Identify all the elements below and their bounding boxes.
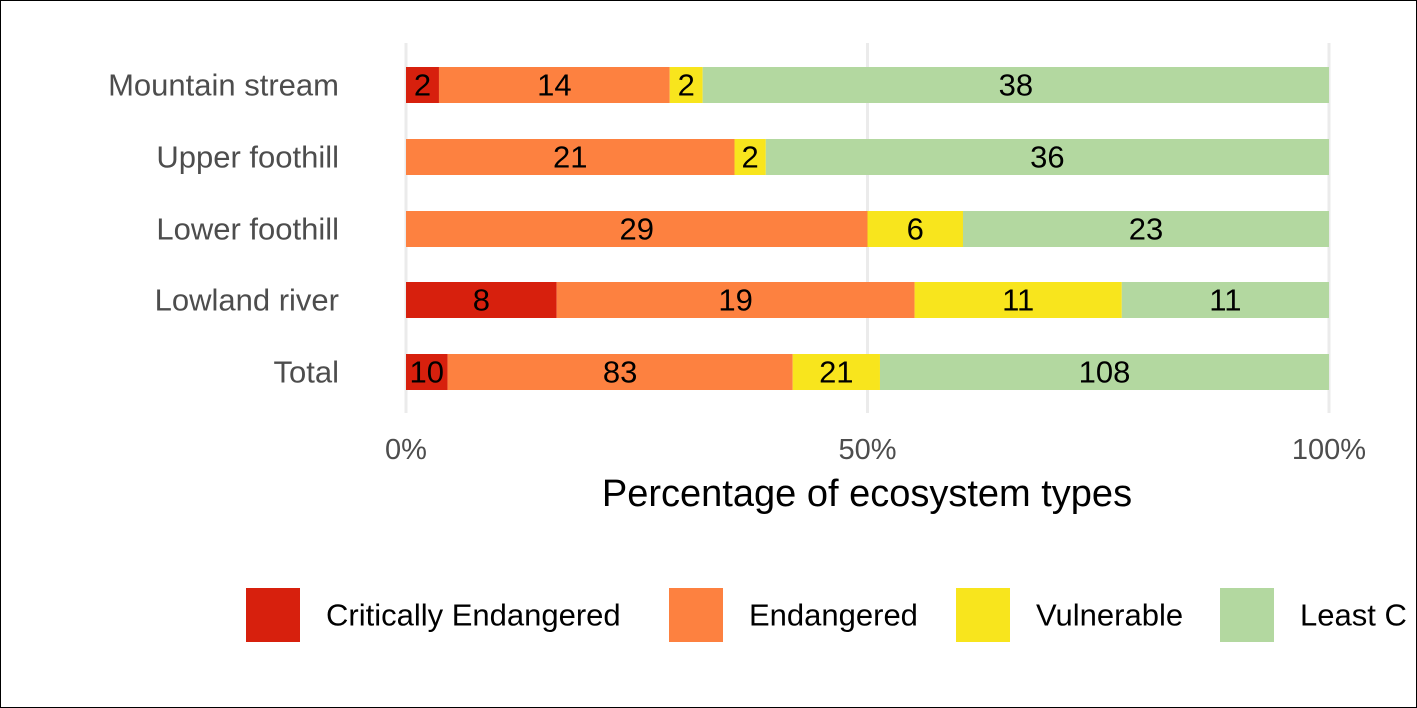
- bar-segment: [669, 67, 703, 103]
- bar-value-label: 2: [742, 140, 759, 175]
- bar-value-label: 2: [678, 68, 695, 103]
- bar-value-label: 11: [1209, 283, 1241, 318]
- category-label: Lowland river: [155, 283, 339, 318]
- bar-segment: [792, 354, 880, 390]
- legend-label: Endangered: [749, 598, 918, 633]
- legend-label: Vulnerable: [1036, 598, 1183, 633]
- bar-segment: [1121, 282, 1329, 318]
- legend-key: [956, 588, 1010, 642]
- bar-segment: [734, 139, 766, 175]
- bar-value-label: 108: [1079, 355, 1131, 390]
- bar-value-label: 29: [620, 212, 654, 247]
- legend-label: Least C: [1300, 598, 1407, 633]
- bar-value-label: 8: [473, 283, 490, 318]
- bar-segment: [406, 139, 735, 175]
- bar-segment: [447, 354, 793, 390]
- x-tick-label: 100%: [1292, 434, 1366, 466]
- category-label: Upper foothill: [156, 140, 339, 175]
- x-tick-label: 0%: [385, 434, 427, 466]
- bar-value-label: 38: [999, 68, 1033, 103]
- bar-value-label: 21: [819, 355, 853, 390]
- bar-value-label: 23: [1129, 212, 1163, 247]
- bar-value-label: 6: [907, 212, 924, 247]
- bar-segment: [765, 139, 1329, 175]
- legend-key: [669, 588, 723, 642]
- bar-segment: [962, 211, 1329, 247]
- bar-segment: [406, 354, 448, 390]
- category-label: Mountain stream: [108, 68, 339, 103]
- legend-key: [246, 588, 300, 642]
- bar-segment: [914, 282, 1122, 318]
- bar-segment: [406, 211, 868, 247]
- bar-value-label: 14: [537, 68, 571, 103]
- x-tick-label: 50%: [838, 434, 896, 466]
- category-labels: Mountain stream Upper foothill Lower footh…: [108, 68, 339, 390]
- bar-value-label: 19: [718, 283, 752, 318]
- legend-label: Critically Endangered: [326, 598, 621, 633]
- bar-value-label: 83: [603, 355, 637, 390]
- bar-segment: [438, 67, 670, 103]
- legend: Critically Endangered Endangered Vulnerabl…: [246, 588, 1407, 642]
- category-label: Total: [274, 355, 339, 390]
- bar-value-label: 2: [414, 68, 431, 103]
- bar-segment: [702, 67, 1329, 103]
- bar-segment: [406, 282, 557, 318]
- legend-key: [1220, 588, 1274, 642]
- bar-value-label: 36: [1030, 140, 1064, 175]
- bar-segment: [406, 67, 439, 103]
- bar-value-label: 10: [410, 355, 444, 390]
- category-label: Lower foothill: [156, 212, 339, 247]
- bar-segment: [867, 211, 963, 247]
- x-tick-labels: 0% 50% 100%: [385, 434, 1366, 466]
- bar-value-label: 11: [1002, 283, 1034, 318]
- bar-segment: [556, 282, 915, 318]
- bar-value-label: 21: [553, 140, 587, 175]
- x-axis-title: Percentage of ecosystem types: [602, 473, 1132, 515]
- bar-segment: [879, 354, 1329, 390]
